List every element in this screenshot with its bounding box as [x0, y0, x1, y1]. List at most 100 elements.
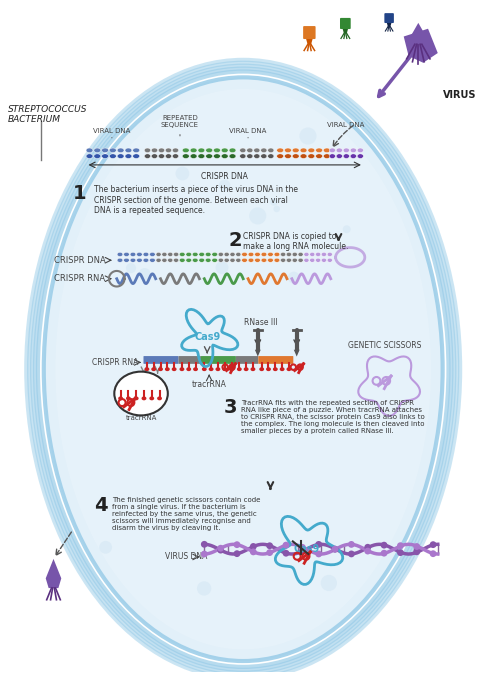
Ellipse shape [156, 258, 161, 262]
Polygon shape [255, 350, 261, 357]
Ellipse shape [254, 154, 260, 159]
Ellipse shape [316, 148, 323, 153]
Ellipse shape [125, 154, 132, 159]
Ellipse shape [190, 148, 197, 153]
Ellipse shape [248, 258, 254, 262]
Ellipse shape [397, 550, 404, 556]
Ellipse shape [343, 148, 349, 153]
Ellipse shape [142, 396, 146, 400]
Ellipse shape [261, 258, 267, 262]
Ellipse shape [299, 544, 306, 551]
Ellipse shape [133, 148, 140, 153]
Ellipse shape [254, 148, 260, 153]
Ellipse shape [182, 154, 189, 159]
Circle shape [274, 206, 280, 212]
Ellipse shape [130, 253, 136, 257]
Ellipse shape [143, 253, 149, 257]
Text: tracrRNA: tracrRNA [125, 415, 157, 421]
Ellipse shape [280, 253, 286, 257]
Polygon shape [306, 38, 313, 44]
Ellipse shape [292, 258, 297, 262]
Ellipse shape [350, 148, 357, 153]
FancyBboxPatch shape [340, 18, 351, 29]
Ellipse shape [308, 148, 315, 153]
Circle shape [249, 207, 266, 225]
Ellipse shape [300, 154, 307, 159]
Ellipse shape [86, 154, 93, 159]
Ellipse shape [146, 387, 152, 392]
Ellipse shape [222, 367, 227, 371]
Ellipse shape [156, 253, 161, 257]
Ellipse shape [267, 258, 273, 262]
Ellipse shape [322, 253, 326, 257]
Ellipse shape [137, 253, 142, 257]
Ellipse shape [430, 541, 436, 548]
Ellipse shape [254, 258, 260, 262]
Ellipse shape [166, 154, 171, 159]
Ellipse shape [186, 258, 192, 262]
Ellipse shape [150, 253, 155, 257]
Ellipse shape [158, 367, 163, 371]
Circle shape [176, 167, 189, 180]
Ellipse shape [266, 367, 271, 371]
Ellipse shape [218, 253, 223, 257]
Ellipse shape [285, 148, 291, 153]
Polygon shape [46, 559, 61, 588]
Text: The bacterium inserts a piece of the virus DNA in the
CRISPR section of the geno: The bacterium inserts a piece of the vir… [95, 185, 299, 215]
Ellipse shape [180, 258, 185, 262]
Ellipse shape [315, 253, 321, 257]
Ellipse shape [201, 541, 208, 548]
Ellipse shape [336, 154, 342, 159]
Ellipse shape [209, 367, 214, 371]
Text: CRISPR DNA: CRISPR DNA [201, 172, 248, 180]
Polygon shape [410, 23, 426, 44]
Ellipse shape [216, 367, 220, 371]
Ellipse shape [180, 367, 184, 371]
Ellipse shape [182, 148, 189, 153]
Ellipse shape [292, 154, 299, 159]
FancyBboxPatch shape [303, 26, 315, 39]
Ellipse shape [205, 258, 211, 262]
Ellipse shape [224, 253, 229, 257]
Ellipse shape [280, 258, 286, 262]
Ellipse shape [247, 148, 253, 153]
Polygon shape [342, 28, 348, 33]
Ellipse shape [241, 253, 247, 257]
Ellipse shape [292, 253, 297, 257]
Ellipse shape [304, 258, 309, 262]
Ellipse shape [277, 148, 284, 153]
Ellipse shape [350, 154, 357, 159]
Ellipse shape [250, 543, 257, 550]
Ellipse shape [86, 148, 93, 153]
Text: VIRUS: VIRUS [443, 90, 476, 100]
FancyBboxPatch shape [201, 356, 236, 364]
Ellipse shape [283, 541, 289, 548]
Text: 4: 4 [95, 496, 108, 515]
Ellipse shape [250, 548, 257, 555]
Ellipse shape [357, 154, 363, 159]
Ellipse shape [214, 148, 220, 153]
Text: VIRUS DNA: VIRUS DNA [166, 552, 208, 561]
Ellipse shape [248, 253, 254, 257]
Text: VIRAL DNA: VIRAL DNA [327, 122, 364, 128]
Ellipse shape [157, 396, 162, 400]
Ellipse shape [202, 367, 207, 371]
Ellipse shape [151, 367, 156, 371]
Ellipse shape [109, 154, 116, 159]
Ellipse shape [124, 258, 129, 262]
Ellipse shape [144, 154, 151, 159]
Ellipse shape [143, 258, 149, 262]
Ellipse shape [261, 148, 267, 153]
Ellipse shape [316, 154, 323, 159]
Ellipse shape [324, 148, 330, 153]
Text: tracrRNA: tracrRNA [192, 380, 227, 389]
Ellipse shape [397, 542, 404, 549]
Ellipse shape [214, 154, 220, 159]
Ellipse shape [151, 154, 157, 159]
Ellipse shape [229, 367, 234, 371]
Circle shape [300, 127, 316, 144]
Ellipse shape [159, 387, 165, 392]
Ellipse shape [162, 258, 167, 262]
Polygon shape [294, 350, 300, 357]
Ellipse shape [287, 253, 291, 257]
